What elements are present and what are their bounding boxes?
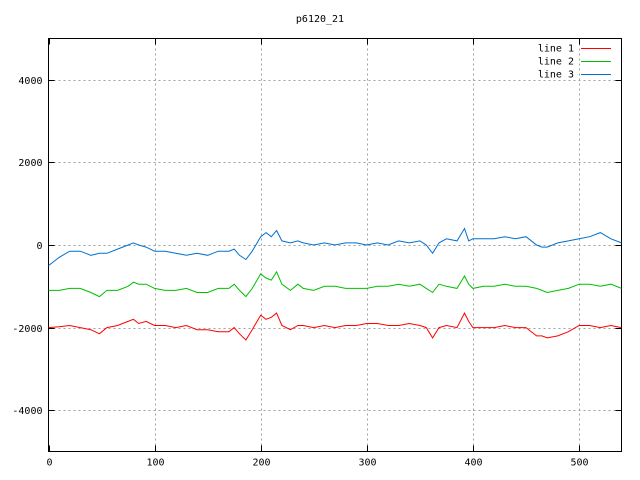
y-axis: -4000 -2000 0 2000 4000 xyxy=(12,76,622,417)
chart-title: p6120_21 xyxy=(296,14,344,25)
y-tick-label: 0 xyxy=(36,241,42,252)
y-tick-label: -2000 xyxy=(12,324,42,335)
legend-label: line 3 xyxy=(538,70,574,81)
y-tick-label: -4000 xyxy=(12,406,42,417)
series-line-1 xyxy=(48,312,622,341)
legend: line 1 line 2 line 3 xyxy=(538,44,611,81)
legend-label: line 2 xyxy=(538,57,574,68)
x-tick-label: 500 xyxy=(570,458,588,469)
y-tick-label: 4000 xyxy=(18,76,42,87)
y-tick-label: 2000 xyxy=(18,158,42,169)
series-line-2 xyxy=(48,270,622,298)
x-tick-label: 100 xyxy=(146,458,164,469)
series-line-3 xyxy=(48,227,622,266)
series-lines xyxy=(48,227,622,341)
x-tick-label: 200 xyxy=(252,458,270,469)
x-tick-label: 300 xyxy=(358,458,376,469)
x-tick-label: 400 xyxy=(464,458,482,469)
x-tick-label: 0 xyxy=(46,458,52,469)
legend-label: line 1 xyxy=(538,44,574,55)
x-axis: 0 100 200 300 400 500 xyxy=(46,38,589,469)
